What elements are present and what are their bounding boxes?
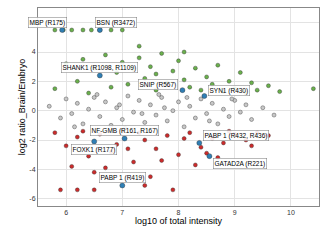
svg-text:log2 ratio_Brain/Embryo: log2 ratio_Brain/Embryo <box>17 59 27 156</box>
svg-text:10: 10 <box>287 209 295 216</box>
svg-text:4: 4 <box>32 48 36 55</box>
svg-text:SHANK1 (R1098, R1109): SHANK1 (R1098, R1109) <box>63 64 137 72</box>
svg-text:SYN1 (R430): SYN1 (R430) <box>210 87 249 95</box>
svg-text:8: 8 <box>177 209 181 216</box>
svg-text:log10 of total intensity: log10 of total intensity <box>135 216 223 226</box>
svg-text:PABP 1 (R432, R436): PABP 1 (R432, R436) <box>205 132 268 140</box>
svg-text:GATAD2A (R221): GATAD2A (R221) <box>215 160 266 168</box>
svg-text:0: 0 <box>32 107 36 114</box>
svg-text:FOXK1 (R177): FOXK1 (R177) <box>73 146 116 154</box>
svg-text:-6: -6 <box>29 195 35 202</box>
svg-text:9: 9 <box>233 209 237 216</box>
svg-text:7: 7 <box>120 209 124 216</box>
svg-text:PABP 1 (R419): PABP 1 (R419) <box>101 174 145 182</box>
svg-text:-4: -4 <box>29 166 35 173</box>
svg-text:NF-GMB (R161, R167): NF-GMB (R161, R167) <box>92 127 158 135</box>
svg-text:2: 2 <box>32 78 36 85</box>
svg-text:6: 6 <box>64 209 68 216</box>
svg-text:MBP (R175): MBP (R175) <box>30 19 66 27</box>
svg-text:-2: -2 <box>29 136 35 143</box>
svg-text:BSN (R3472): BSN (R3472) <box>97 19 136 27</box>
svg-text:SNIP (R567): SNIP (R567) <box>140 81 177 89</box>
svg-text:6: 6 <box>32 19 36 26</box>
